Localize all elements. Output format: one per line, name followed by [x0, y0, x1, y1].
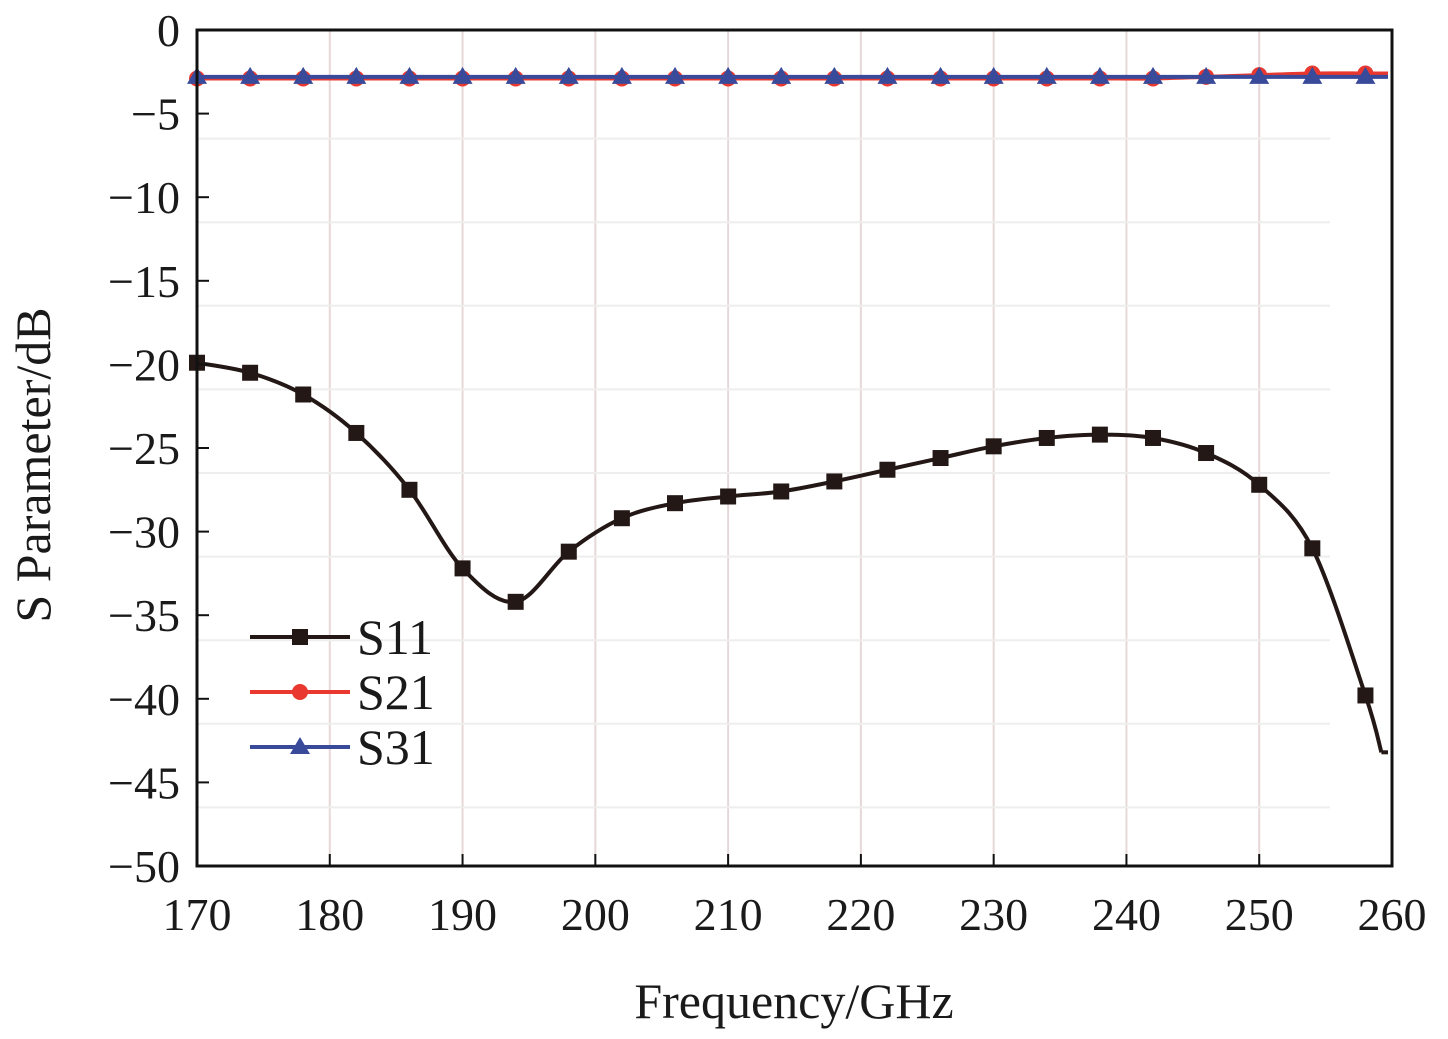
data-point-s31 [558, 66, 579, 84]
x-tick-label: 180 [295, 889, 364, 940]
x-tick-label: 260 [1358, 889, 1427, 940]
data-point-s31 [665, 66, 685, 84]
data-point-s31 [824, 66, 845, 84]
y-tick-label: 0 [157, 5, 180, 56]
data-point-s31 [1143, 66, 1163, 84]
data-point-s11 [295, 386, 312, 403]
data-point-s11 [1304, 540, 1321, 557]
legend-label-s21: S21 [357, 664, 435, 720]
y-tick-label: −5 [131, 89, 180, 140]
y-axis-label: S Parameter/dB [5, 307, 61, 622]
y-tick-label: −35 [108, 590, 180, 641]
data-point-s11 [1357, 687, 1374, 704]
data-point-s11 [826, 473, 843, 490]
series-layer [187, 65, 1388, 755]
y-tick-label: −25 [108, 423, 180, 474]
y-tick-label: −20 [108, 339, 180, 390]
x-tick-label: 230 [959, 889, 1028, 940]
data-point-s11 [242, 364, 259, 381]
data-point-s31 [983, 66, 1004, 84]
data-point-s11 [773, 483, 790, 500]
x-tick-label: 200 [561, 889, 630, 940]
x-tick-label: 190 [428, 889, 497, 940]
data-point-s31 [399, 66, 420, 84]
y-tick-label: −50 [108, 841, 180, 892]
data-point-s31 [1089, 66, 1110, 84]
data-point-s31 [611, 66, 632, 84]
data-point-s11 [348, 424, 365, 441]
data-point-s31 [1302, 66, 1323, 84]
data-point-s11 [507, 593, 524, 610]
legend-marker-s31 [290, 737, 310, 754]
data-point-s11 [1145, 429, 1161, 446]
data-point-s11 [879, 461, 896, 478]
data-point-s31 [1036, 66, 1057, 84]
data-point-s31 [1196, 66, 1217, 84]
x-tick-label: 240 [1092, 889, 1161, 940]
data-point-s11 [1038, 429, 1055, 446]
legend-marker-s11 [292, 629, 308, 645]
y-tick-label: −15 [108, 256, 180, 307]
y-tick-label: −45 [108, 757, 180, 808]
data-point-s11 [1251, 476, 1268, 493]
data-point-s31 [293, 66, 314, 84]
data-point-s31 [1249, 66, 1270, 84]
legend-label-s31: S31 [357, 719, 435, 775]
data-point-s11 [454, 560, 471, 577]
data-point-s11 [720, 488, 737, 505]
data-point-s31 [346, 66, 367, 84]
data-point-s11 [1198, 445, 1215, 462]
data-point-s11 [932, 450, 949, 467]
data-point-s31 [452, 66, 473, 84]
legend-label-s11: S11 [357, 609, 433, 665]
y-tick-label: −10 [108, 172, 180, 223]
data-point-s11 [401, 481, 418, 498]
x-tick-label: 220 [826, 889, 895, 940]
data-point-s11 [667, 495, 683, 512]
y-tick-label: −40 [108, 674, 180, 725]
data-point-s11 [560, 543, 577, 560]
data-point-s31 [240, 66, 261, 84]
data-point-s11 [1091, 426, 1108, 443]
x-axis-label: Frequency/GHz [634, 973, 953, 1029]
legend-marker-s21 [292, 684, 308, 700]
data-point-s31 [718, 66, 739, 84]
x-tick-label: 250 [1225, 889, 1294, 940]
data-point-s31 [505, 66, 526, 84]
y-tick-label: −30 [108, 507, 180, 558]
data-point-s11 [613, 510, 630, 527]
x-tick-label: 170 [163, 889, 232, 940]
ticks: 170 180 190 200 210 220 230 240 250 260 0 −5 −10 −15 −… [108, 5, 1426, 940]
data-point-s31 [930, 66, 951, 84]
data-point-s31 [1355, 66, 1376, 84]
data-point-s31 [877, 66, 898, 84]
x-tick-label: 210 [694, 889, 763, 940]
data-point-s11 [985, 438, 1002, 455]
data-point-s31 [771, 66, 792, 84]
